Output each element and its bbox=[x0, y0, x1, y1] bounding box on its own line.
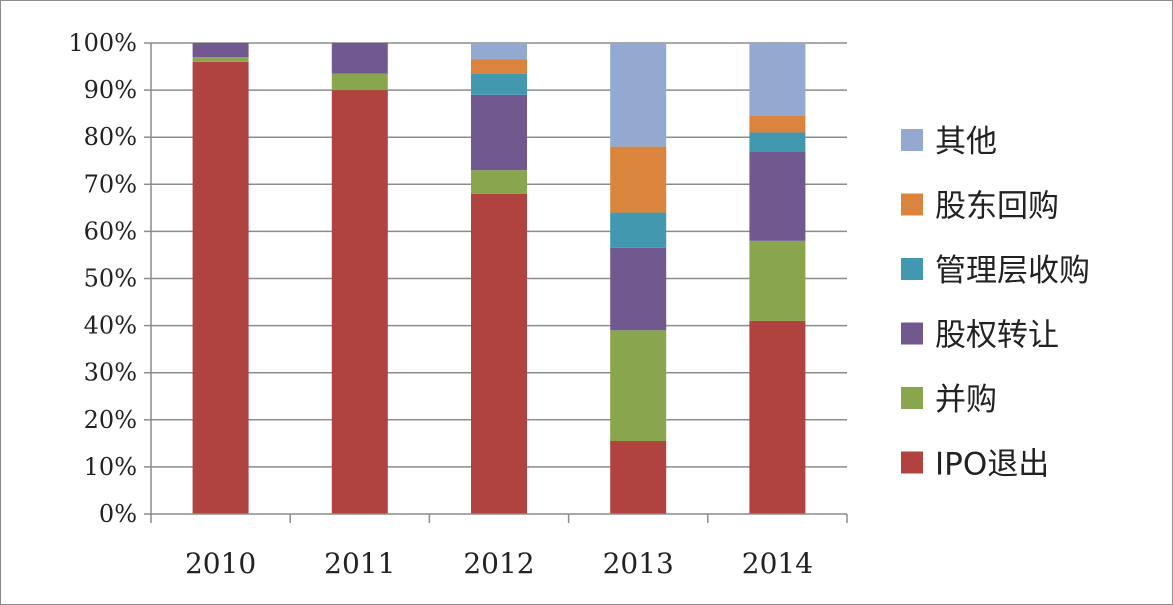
bar-segment bbox=[749, 132, 806, 152]
y-tick-label: 100% bbox=[68, 29, 137, 57]
legend-swatch bbox=[901, 451, 923, 474]
legend-swatch bbox=[901, 387, 923, 409]
y-tick-label: 60% bbox=[84, 217, 137, 245]
y-tick-label: 30% bbox=[84, 359, 137, 387]
bar-segment bbox=[471, 73, 527, 95]
bar-segment bbox=[749, 151, 806, 241]
bar-segment bbox=[331, 43, 388, 74]
y-axis-tick-labels: 0% 10% 20% 30% 40% 50% 60% 70% 80% 90% 100% bbox=[68, 29, 137, 528]
legend-label: 股权转让 bbox=[935, 318, 1059, 354]
x-tick-label: 2012 bbox=[463, 547, 534, 580]
bar-segment bbox=[192, 57, 249, 62]
bar-segment bbox=[610, 330, 667, 441]
y-tick-label: 90% bbox=[84, 76, 137, 104]
bar-segment bbox=[610, 146, 667, 213]
bar-segment bbox=[749, 43, 806, 117]
bar-segment bbox=[749, 320, 806, 514]
bar-segment bbox=[331, 90, 388, 514]
legend-swatch bbox=[901, 129, 923, 151]
y-tick-label: 20% bbox=[84, 406, 137, 434]
bar-segment bbox=[471, 43, 527, 60]
legend-label: 股东回购 bbox=[935, 189, 1059, 225]
y-tick-label: 0% bbox=[99, 500, 137, 528]
x-tick-label: 2011 bbox=[324, 547, 395, 580]
y-tick-label: 80% bbox=[84, 123, 137, 151]
x-axis-tick-labels: 2010 2011 2012 2013 2014 bbox=[185, 547, 813, 580]
bar-segment bbox=[610, 43, 667, 147]
bars bbox=[192, 43, 806, 515]
bar-segment bbox=[471, 59, 527, 74]
legend-label: 并购 bbox=[935, 382, 997, 418]
bar-segment bbox=[749, 116, 806, 133]
bar-segment bbox=[471, 94, 527, 171]
bar-segment bbox=[471, 193, 527, 514]
bar-segment bbox=[610, 212, 667, 248]
legend-swatch bbox=[901, 258, 923, 280]
y-tick-label: 70% bbox=[84, 170, 137, 198]
bar-segment bbox=[331, 73, 388, 91]
x-tick-label: 2010 bbox=[185, 547, 256, 580]
legend-label: IPO退出 bbox=[935, 447, 1049, 483]
y-tick-label: 40% bbox=[84, 312, 137, 340]
bar-segment bbox=[192, 61, 249, 515]
bar-segment bbox=[192, 43, 249, 58]
legend-label: 其他 bbox=[935, 124, 997, 160]
legend-label: 管理层收购 bbox=[935, 253, 1090, 289]
bar-segment bbox=[610, 440, 667, 514]
legend-swatch bbox=[901, 193, 923, 216]
x-tick-label: 2014 bbox=[742, 547, 813, 580]
axes bbox=[144, 42, 848, 523]
bar-segment bbox=[749, 240, 806, 321]
legend-swatch bbox=[901, 322, 923, 345]
y-tick-label: 10% bbox=[84, 453, 137, 481]
y-tick-label: 50% bbox=[84, 265, 137, 293]
x-tick-label: 2013 bbox=[603, 547, 674, 580]
bar-segment bbox=[471, 170, 527, 194]
bar-segment bbox=[610, 247, 667, 331]
